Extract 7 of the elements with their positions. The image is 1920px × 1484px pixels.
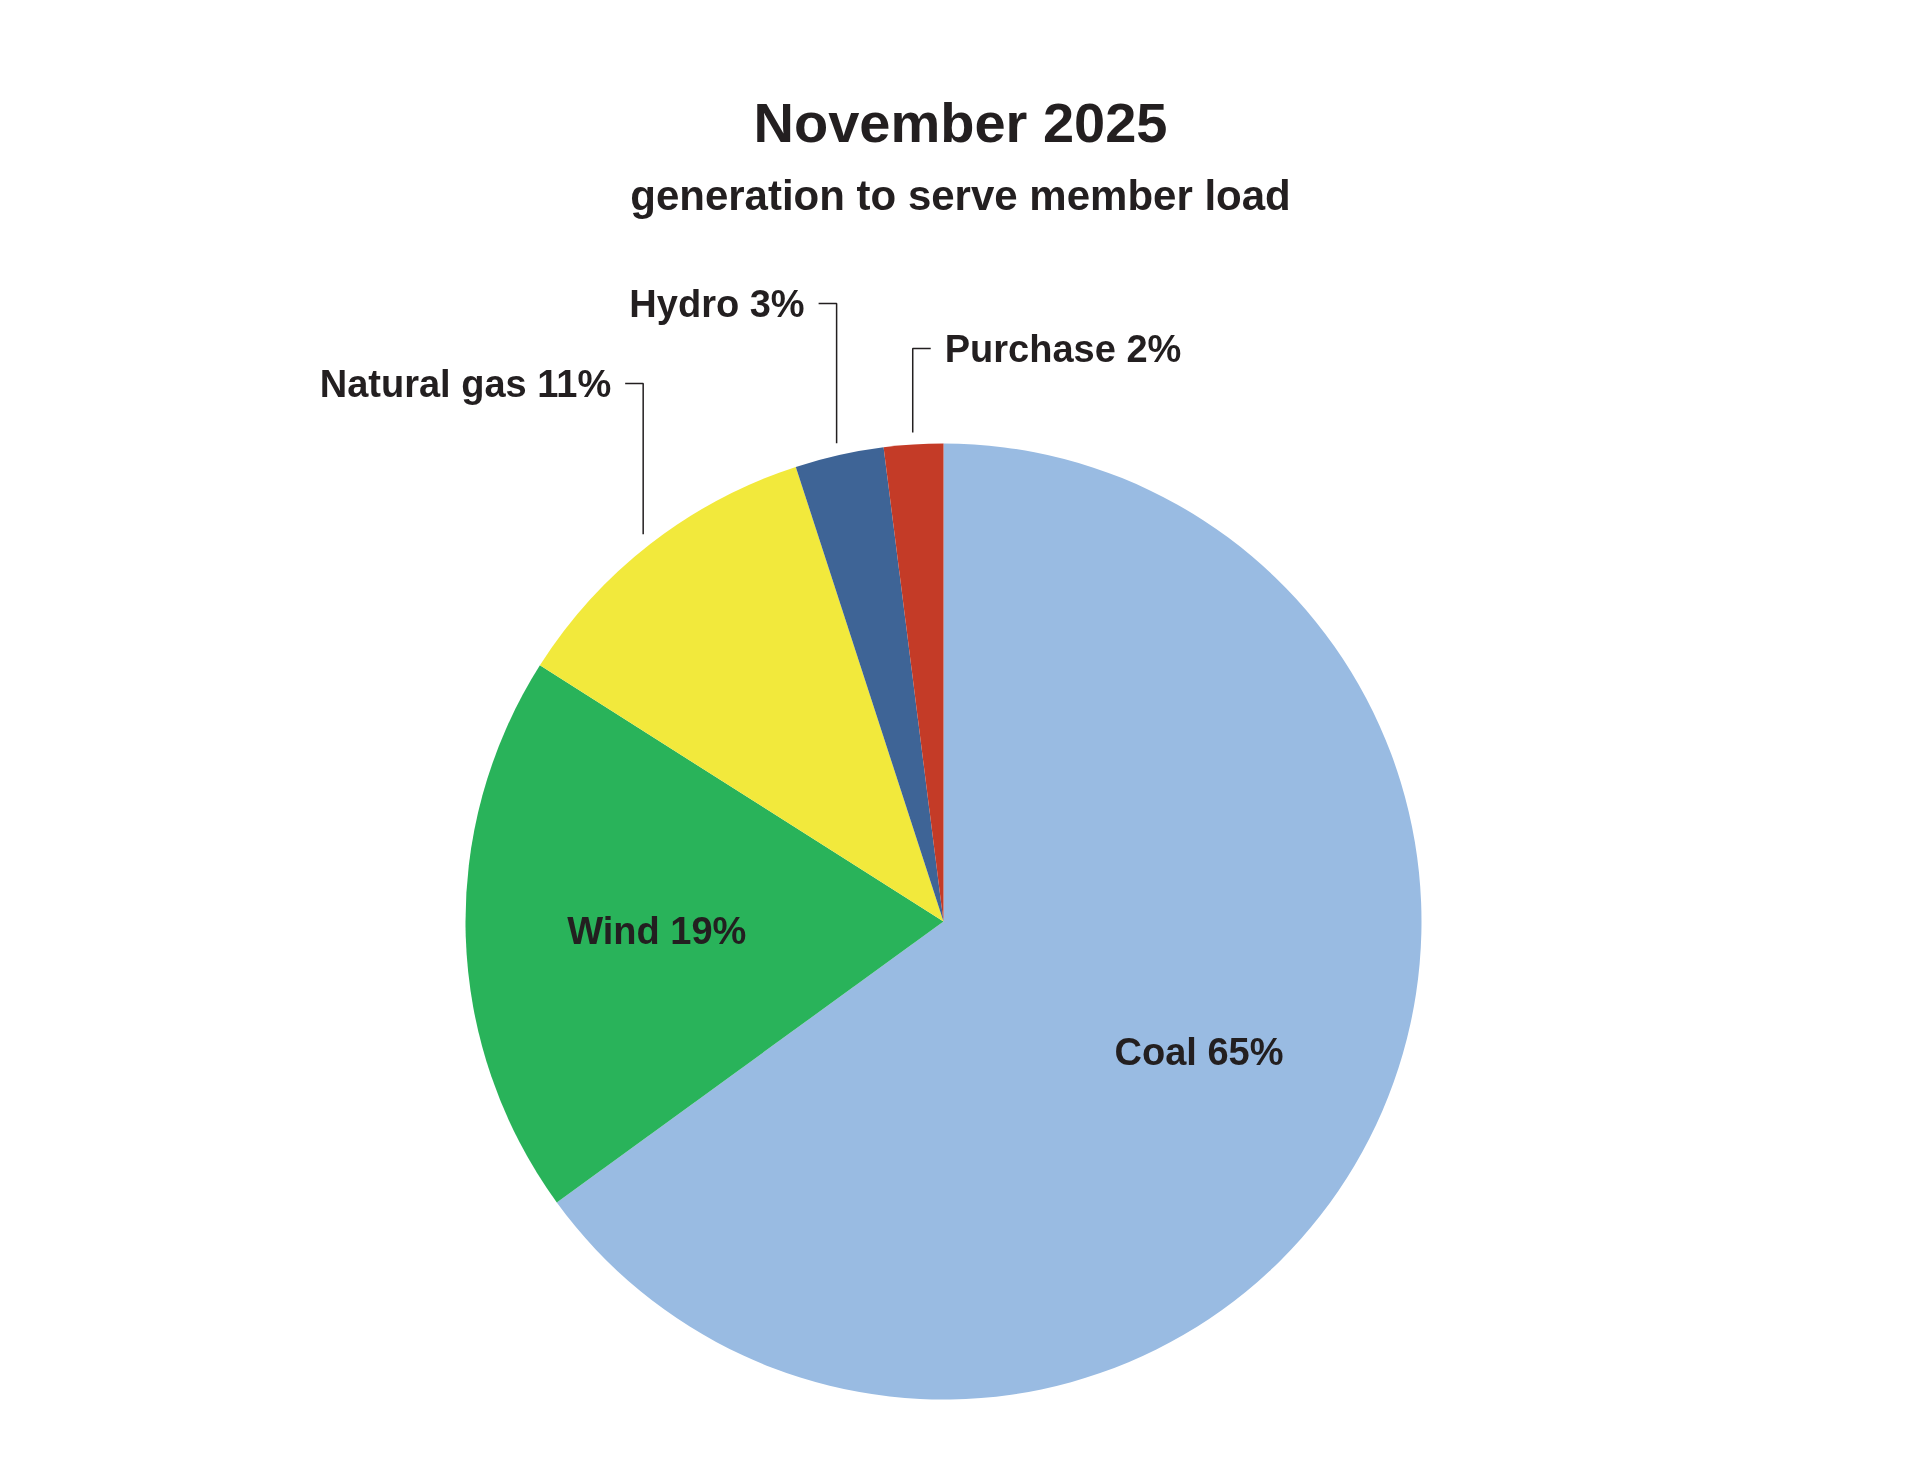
slice-label: Wind 19% xyxy=(567,909,747,952)
chart-subtitle: generation to serve member load xyxy=(630,172,1291,219)
slice-label: Natural gas 11% xyxy=(319,362,612,405)
slice-label: Hydro 3% xyxy=(629,282,805,325)
slice-label: Coal 65% xyxy=(1114,1030,1284,1073)
slice-label: Purchase 2% xyxy=(944,327,1182,370)
chart-title: November 2025 xyxy=(753,91,1168,154)
